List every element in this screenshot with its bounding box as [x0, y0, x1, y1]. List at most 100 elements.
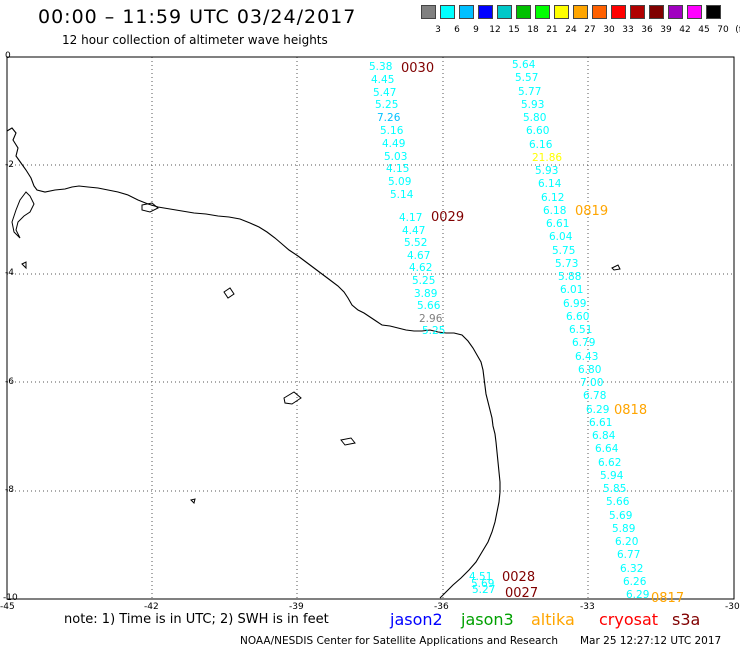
wave-height-reading: 6.77 — [617, 549, 641, 561]
legend-label: 36 — [641, 25, 653, 35]
legend-label: 33 — [622, 25, 634, 35]
track-time-label: 0027 — [505, 586, 539, 601]
island-small-6 — [21, 261, 27, 270]
y-tick-3: -6 — [5, 377, 14, 387]
wave-height-reading: 5.47 — [373, 87, 397, 99]
satellite-key-altika: altika — [531, 610, 575, 629]
wave-height-reading: 6.78 — [583, 390, 607, 402]
legend-swatch — [668, 5, 683, 19]
x-tick-2: -39 — [289, 602, 304, 612]
wave-height-reading: 6.99 — [563, 298, 587, 310]
wave-height-reading: 6.60 — [526, 125, 550, 137]
wave-height-reading: 6.64 — [595, 443, 619, 455]
legend-label: (ft) — [735, 25, 740, 35]
legend-label: 70 — [717, 25, 729, 35]
legend-label: 30 — [603, 25, 615, 35]
island-small-4 — [340, 437, 356, 446]
legend-swatch — [554, 5, 569, 19]
footnote: note: 1) Time is in UTC; 2) SWH is in fe… — [64, 612, 329, 627]
legend-swatch — [592, 5, 607, 19]
wave-height-reading: 5.77 — [518, 86, 542, 98]
wave-height-reading: 6.84 — [592, 430, 616, 442]
legend-swatch — [497, 5, 512, 19]
legend-label: 15 — [508, 25, 520, 35]
legend-swatch — [706, 5, 721, 19]
coastline — [6, 127, 501, 599]
y-tick-5: -10 — [3, 593, 18, 603]
island-small-5 — [611, 264, 621, 271]
wave-height-reading: 5.93 — [535, 165, 559, 177]
legend-swatch — [687, 5, 702, 19]
track-time-label: 0817 — [651, 591, 685, 606]
legend-label: 9 — [473, 25, 479, 35]
legend-label: 45 — [698, 25, 710, 35]
wave-height-reading: 4.49 — [382, 138, 406, 150]
wave-height-reading: 5.66 — [606, 496, 630, 508]
legend-swatch — [535, 5, 550, 19]
legend-swatch — [459, 5, 474, 19]
wave-height-reading: 6.29 — [586, 404, 610, 416]
credit-line: NOAA/NESDIS Center for Satellite Applica… — [240, 635, 558, 647]
wave-height-reading: 6.32 — [620, 563, 644, 575]
wave-height-reading: 6.61 — [589, 417, 613, 429]
island-small-2 — [223, 287, 235, 299]
wave-height-reading: 3.89 — [414, 288, 438, 300]
wave-height-reading: 6.16 — [529, 139, 553, 151]
wave-height-reading: 5.09 — [388, 176, 412, 188]
island-small-7 — [190, 498, 196, 504]
legend-swatch — [630, 5, 645, 19]
x-tick-3: -36 — [434, 602, 449, 612]
wave-height-reading: 21.86 — [532, 152, 563, 164]
wave-height-reading: 5.66 — [417, 300, 441, 312]
wave-height-reading: 5.69 — [609, 510, 633, 522]
wave-height-reading: 6.43 — [575, 351, 599, 363]
y-tick-2: -4 — [5, 268, 14, 278]
y-tick-4: -8 — [5, 485, 14, 495]
wave-height-reading: 5.52 — [404, 237, 428, 249]
wave-height-reading: 5.94 — [600, 470, 624, 482]
legend-label: 24 — [565, 25, 577, 35]
wave-height-reading: 6.26 — [623, 576, 647, 588]
wave-height-reading: 5.27 — [472, 584, 496, 596]
wave-height-reading: 6.18 — [543, 205, 567, 217]
wave-height-reading: 6.79 — [572, 337, 596, 349]
wave-height-reading: 4.45 — [371, 74, 395, 86]
y-tick-0: 0 — [5, 51, 11, 61]
x-tick-0: -45 — [0, 602, 15, 612]
wave-height-reading: 6.80 — [578, 364, 602, 376]
x-tick-1: -42 — [144, 602, 159, 612]
legend-swatch — [611, 5, 626, 19]
wave-height-reading: 6.12 — [541, 192, 565, 204]
legend-label: 39 — [660, 25, 672, 35]
track-time-label: 0028 — [502, 570, 536, 585]
island-small-1 — [141, 202, 159, 213]
wave-height-reading: 5.80 — [523, 112, 547, 124]
wave-height-reading: 6.61 — [546, 218, 570, 230]
legend-label: 21 — [546, 25, 558, 35]
wave-height-reading: 5.16 — [380, 125, 404, 137]
legend-swatch — [573, 5, 588, 19]
wave-height-reading: 5.93 — [521, 99, 545, 111]
legend-swatch — [516, 5, 531, 19]
wave-height-reading: 6.60 — [566, 311, 590, 323]
legend-label: 3 — [435, 25, 441, 35]
track-time-label: 0819 — [575, 204, 609, 219]
wave-height-reading: 5.64 — [512, 59, 536, 71]
wave-height-reading: 6.04 — [549, 231, 573, 243]
wave-height-reading: 6.20 — [615, 536, 639, 548]
legend-swatch — [649, 5, 664, 19]
wave-height-reading: 7.26 — [377, 112, 401, 124]
wave-height-reading: 6.51 — [569, 324, 593, 336]
wave-height-reading: 4.17 — [399, 212, 423, 224]
track-time-label: 0029 — [431, 210, 465, 225]
island-small-3 — [283, 391, 302, 405]
legend-label: 12 — [489, 25, 501, 35]
wave-height-reading: 4.51 — [469, 571, 493, 583]
satellite-key-cryosat: cryosat — [599, 610, 659, 629]
legend-swatch — [478, 5, 493, 19]
wave-height-reading: 5.57 — [515, 72, 539, 84]
wave-height-reading: 6.01 — [560, 284, 584, 296]
wave-height-reading: 6.62 — [598, 457, 622, 469]
legend-label: 27 — [584, 25, 596, 35]
